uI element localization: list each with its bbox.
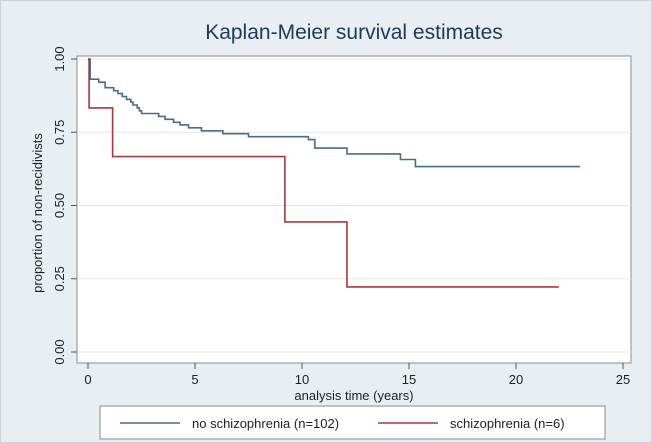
x-tick-label: 0 <box>84 372 91 387</box>
y-tick-label: 1.00 <box>52 46 67 71</box>
legend: no schizophrenia (n=102) schizophrenia (n… <box>120 416 565 431</box>
x-tick-label: 15 <box>402 372 416 387</box>
legend-box <box>99 405 606 440</box>
y-tick-label: 0.75 <box>52 120 67 145</box>
y-tick-label: 0.50 <box>52 193 67 218</box>
y-tick-label: 0.00 <box>52 339 67 364</box>
x-tick-label: 10 <box>295 372 309 387</box>
x-tick-label: 5 <box>191 372 198 387</box>
y-tick-label: 0.25 <box>52 266 67 291</box>
curve-schizophrenia <box>88 58 559 288</box>
plot-area <box>76 55 632 364</box>
survival-curves <box>88 58 581 288</box>
y-axis-label: proportion of non-recidivists <box>30 133 45 293</box>
x-axis-label: analysis time (years) <box>294 388 413 403</box>
x-tick-label: 25 <box>616 372 630 387</box>
chart-title: Kaplan-Meier survival estimates <box>205 21 503 44</box>
curve-no-schizophrenia <box>88 58 581 168</box>
legend-label-no-schizophrenia: no schizophrenia (n=102) <box>192 416 339 431</box>
x-tick-label: 20 <box>509 372 523 387</box>
legend-label-schizophrenia: schizophrenia (n=6) <box>450 416 565 431</box>
axis-ticks: 0.00 0.25 0.50 0.75 1.00 0 5 10 15 20 25 <box>52 46 630 387</box>
grid <box>77 58 631 353</box>
